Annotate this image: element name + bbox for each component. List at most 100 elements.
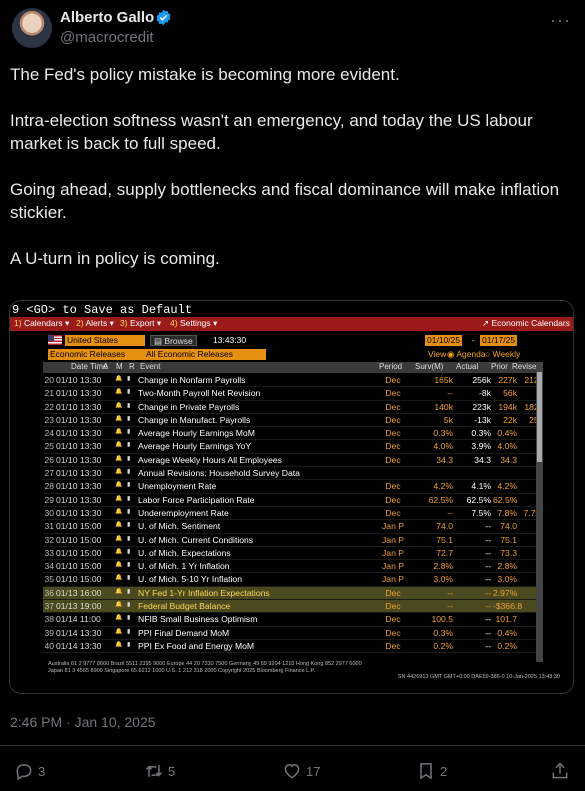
alert-bell-icon: 🔔: [115, 588, 123, 595]
row-number: 38: [44, 614, 54, 625]
row-datetime: 01/10 13:30: [56, 481, 102, 492]
reply-button[interactable]: 3: [14, 761, 45, 781]
row-datetime: 01/14 11:00: [56, 614, 101, 625]
author-handle[interactable]: @macrocredit: [60, 29, 154, 46]
table-row: 37 01/13 19:00 Federal Budget Balance Dec --…: [43, 600, 543, 614]
row-survey: --: [447, 587, 453, 598]
row-revised: 182k: [524, 401, 543, 412]
table-row: 22 01/10 13:30 Change in Private Payrolls D…: [43, 401, 543, 414]
row-period: Dec: [385, 481, 401, 492]
alert-bell-icon: 🔔: [115, 376, 123, 382]
row-actual: 7.5%: [471, 507, 491, 518]
row-event: Average Hourly Earnings MoM: [138, 428, 255, 439]
bars-icon: ▮: [127, 376, 131, 382]
row-datetime: 01/10 15:00: [56, 534, 102, 545]
row-revised: 212k: [524, 375, 543, 385]
row-survey: --: [447, 601, 453, 612]
tweet-media-image[interactable]: 9 <GO> to Save as Default 1) Calendars ▾…: [9, 300, 574, 694]
row-number: 36: [44, 587, 54, 598]
repost-icon: [145, 765, 163, 777]
row-datetime: 01/10 13:30: [56, 494, 102, 505]
row-period: Dec: [385, 494, 401, 505]
bookmark-button[interactable]: 2: [416, 761, 447, 781]
avatar[interactable]: [12, 8, 52, 48]
tweet-paragraph: The Fed's policy mistake is becoming mor…: [10, 65, 400, 84]
table-row: 24 01/10 13:30 Average Hourly Earnings MoM…: [43, 427, 543, 441]
country-selector: United States: [65, 335, 145, 346]
alert-bell-icon: 🔔: [115, 469, 123, 476]
row-prior: 56k: [503, 388, 517, 399]
row-event: U. of Mich. Sentiment: [138, 521, 221, 532]
table-row: 32 01/10 15:00 U. of Mich. Current Conditi…: [43, 534, 543, 547]
row-period: Jan P: [382, 534, 404, 545]
bars-icon: ▮: [127, 562, 131, 569]
bars-icon: ▮: [127, 508, 131, 515]
row-survey: 4.0%: [433, 441, 453, 452]
row-actual: 0.3%: [471, 428, 491, 439]
table-row: 40 01/14 13:30 PPI Ex Food and Energy MoM D…: [43, 640, 543, 654]
footer-line: Australia 61 2 9777 8600 Brazil 5511 239…: [48, 661, 362, 667]
like-count: 17: [306, 763, 321, 779]
row-number: 22: [44, 401, 54, 412]
row-period: Dec: [385, 614, 401, 625]
row-actual: --: [485, 561, 491, 572]
tweet-header: Alberto Gallo @macrocredit ···: [12, 8, 573, 48]
row-survey: 0.2%: [433, 640, 453, 651]
col-m: M: [116, 362, 123, 371]
tweet-paragraph: Going ahead, supply bottlenecks and fisc…: [10, 180, 560, 222]
row-survey: --: [447, 507, 453, 518]
row-actual: 4.1%: [471, 481, 491, 492]
tweet-paragraph: Intra-election softness wasn't an emerge…: [10, 111, 533, 153]
col-a: A: [103, 362, 109, 371]
bars-icon: ▮: [127, 402, 131, 409]
row-number: 23: [44, 414, 54, 425]
row-period: Dec: [385, 414, 401, 425]
like-button[interactable]: 17: [282, 761, 320, 781]
menu-settings: 4) Settings ▾: [170, 318, 218, 328]
alert-bell-icon: 🔔: [115, 482, 123, 489]
row-number: 31: [44, 521, 54, 532]
browse-button: ▤ Browse: [150, 335, 197, 346]
share-button[interactable]: [550, 761, 574, 781]
more-options-icon[interactable]: ···: [550, 10, 571, 30]
table-row: 27 01/10 13:30 Annual Revisions: Household…: [43, 467, 536, 481]
row-period: Jan P: [382, 521, 404, 532]
col-surv: Surv(M): [415, 362, 444, 371]
row-survey: 140k: [434, 401, 453, 412]
author-name[interactable]: Alberto Gallo: [60, 9, 155, 26]
row-survey: 72.7: [436, 547, 453, 558]
row-survey: 5k: [443, 414, 453, 425]
row-number: 37: [44, 601, 54, 612]
bars-icon: ▮: [127, 495, 131, 502]
row-number: 24: [44, 428, 54, 439]
bars-icon: ▮: [127, 429, 131, 436]
menu-economic-calendars: ↗ Economic Calendars: [482, 318, 570, 328]
row-event: Unemployment Rate: [138, 481, 217, 492]
row-actual: --: [485, 640, 491, 651]
row-actual: --: [485, 587, 491, 598]
row-event: U. of Mich. 5-10 Yr Inflation: [138, 574, 242, 585]
row-event: U. of Mich. Current Conditions: [138, 534, 254, 545]
tweet-timestamp[interactable]: 2:46 PM · Jan 10, 2025: [10, 714, 156, 730]
row-survey: --: [447, 388, 453, 399]
view-label: View: [428, 349, 447, 359]
row-datetime: 01/10 15:00: [56, 561, 102, 572]
row-number: 34: [44, 561, 54, 572]
row-actual: 256k: [472, 375, 491, 385]
row-number: 29: [44, 494, 54, 505]
repost-button[interactable]: 5: [144, 761, 175, 781]
date-separator: -: [472, 335, 475, 345]
row-datetime: 01/10 13:30: [56, 454, 102, 465]
alert-bell-icon: 🔔: [115, 402, 123, 409]
row-prior: 22k: [503, 414, 517, 425]
bookmark-count: 2: [440, 763, 448, 779]
row-datetime: 01/10 13:30: [56, 414, 102, 425]
us-flag-icon: [48, 335, 62, 345]
bars-icon: ▮: [127, 575, 131, 582]
verified-badge-icon[interactable]: [155, 9, 172, 26]
reply-icon: [16, 763, 32, 781]
bars-icon: ▮: [127, 602, 131, 609]
row-survey: 100.5: [431, 614, 453, 625]
row-period: Jan P: [382, 547, 404, 558]
row-period: Dec: [385, 428, 401, 439]
